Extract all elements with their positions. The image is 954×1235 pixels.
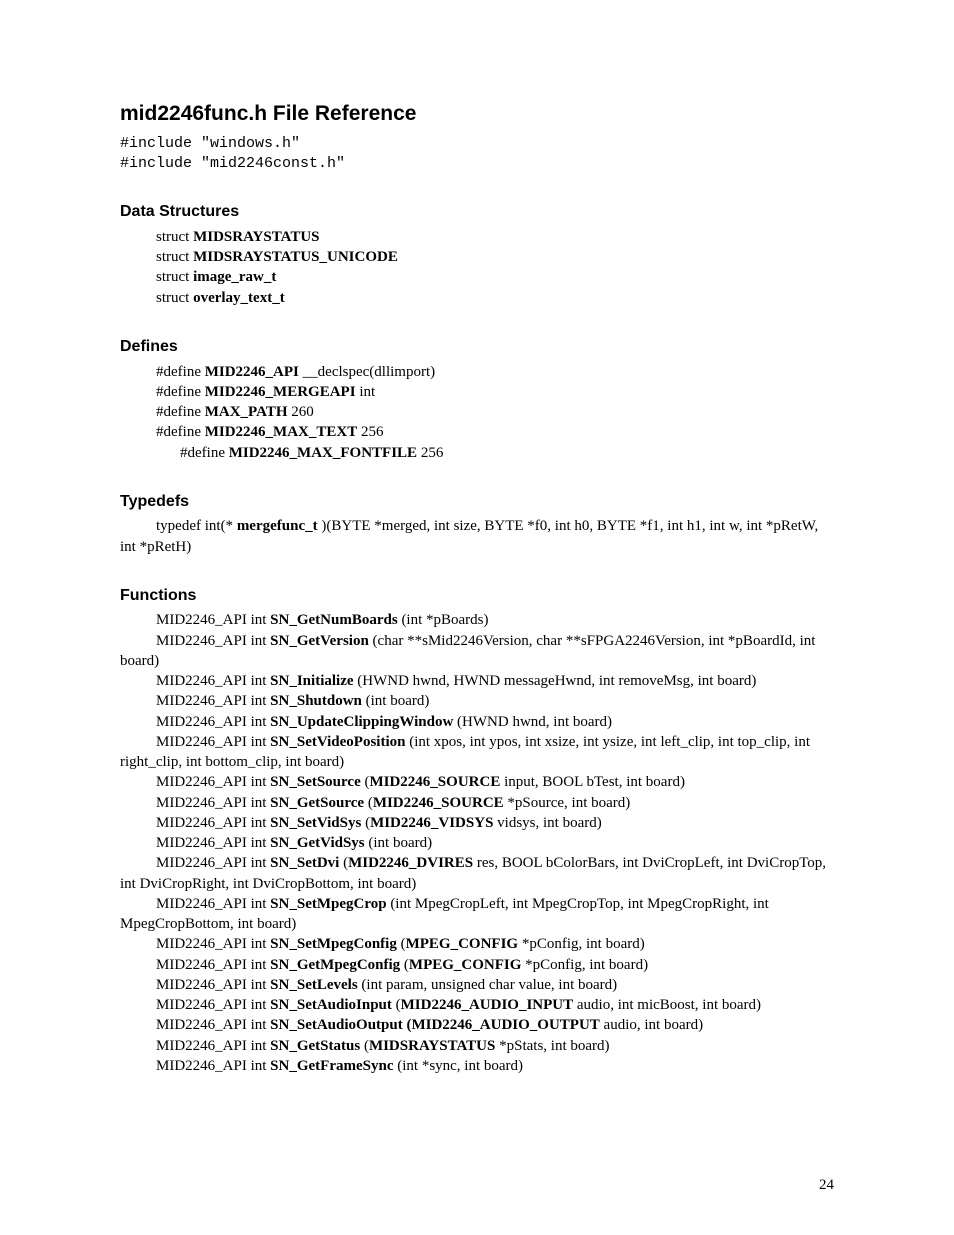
include-line: #include "windows.h" bbox=[120, 134, 834, 154]
function-item: MID2246_API int SN_GetVersion (char **sM… bbox=[120, 631, 834, 672]
includes-block: #include "windows.h" #include "mid2246co… bbox=[120, 134, 834, 173]
function-item: MID2246_API int SN_UpdateClippingWindow … bbox=[120, 712, 834, 732]
define-item: #define MID2246_MAX_FONTFILE 256 bbox=[120, 443, 834, 463]
struct-item: struct overlay_text_t bbox=[120, 288, 834, 308]
function-item: MID2246_API int SN_GetNumBoards (int *pB… bbox=[120, 610, 834, 630]
page-number: 24 bbox=[819, 1175, 834, 1195]
struct-item: struct image_raw_t bbox=[120, 267, 834, 287]
function-item: MID2246_API int SN_SetAudioInput (MID224… bbox=[120, 995, 834, 1015]
section-heading-functions: Functions bbox=[120, 585, 834, 607]
section-heading-data-structures: Data Structures bbox=[120, 201, 834, 223]
include-line: #include "mid2246const.h" bbox=[120, 154, 834, 174]
function-item: MID2246_API int SN_SetAudioOutput (MID22… bbox=[120, 1015, 834, 1035]
function-item: MID2246_API int SN_SetSource (MID2246_SO… bbox=[120, 772, 834, 792]
function-item: MID2246_API int SN_GetFrameSync (int *sy… bbox=[120, 1056, 834, 1076]
function-item: MID2246_API int SN_GetSource (MID2246_SO… bbox=[120, 793, 834, 813]
define-item: #define MID2246_API __declspec(dllimport… bbox=[120, 362, 834, 382]
define-item: #define MID2246_MAX_TEXT 256 bbox=[120, 422, 834, 442]
section-heading-typedefs: Typedefs bbox=[120, 491, 834, 513]
struct-item: struct MIDSRAYSTATUS bbox=[120, 227, 834, 247]
function-item: MID2246_API int SN_Initialize (HWND hwnd… bbox=[120, 671, 834, 691]
function-item: MID2246_API int SN_SetMpegConfig (MPEG_C… bbox=[120, 934, 834, 954]
function-item: MID2246_API int SN_GetStatus (MIDSRAYSTA… bbox=[120, 1036, 834, 1056]
function-item: MID2246_API int SN_GetVidSys (int board) bbox=[120, 833, 834, 853]
function-item: MID2246_API int SN_SetVideoPosition (int… bbox=[120, 732, 834, 773]
define-item: #define MID2246_MERGEAPI int bbox=[120, 382, 834, 402]
function-item: MID2246_API int SN_SetLevels (int param,… bbox=[120, 975, 834, 995]
struct-item: struct MIDSRAYSTATUS_UNICODE bbox=[120, 247, 834, 267]
data-structures-list: struct MIDSRAYSTATUS struct MIDSRAYSTATU… bbox=[120, 227, 834, 308]
section-heading-defines: Defines bbox=[120, 336, 834, 358]
page-title: mid2246func.h File Reference bbox=[120, 100, 834, 128]
function-item: MID2246_API int SN_Shutdown (int board) bbox=[120, 691, 834, 711]
functions-list: MID2246_API int SN_GetNumBoards (int *pB… bbox=[120, 610, 834, 1076]
define-item: #define MAX_PATH 260 bbox=[120, 402, 834, 422]
function-item: MID2246_API int SN_SetVidSys (MID2246_VI… bbox=[120, 813, 834, 833]
function-item: MID2246_API int SN_SetMpegCrop (int Mpeg… bbox=[120, 894, 834, 935]
function-item: MID2246_API int SN_GetMpegConfig (MPEG_C… bbox=[120, 955, 834, 975]
typedef-item: typedef int(* mergefunc_t )(BYTE *merged… bbox=[120, 516, 834, 557]
defines-list: #define MID2246_API __declspec(dllimport… bbox=[120, 362, 834, 463]
function-item: MID2246_API int SN_SetDvi (MID2246_DVIRE… bbox=[120, 853, 834, 894]
